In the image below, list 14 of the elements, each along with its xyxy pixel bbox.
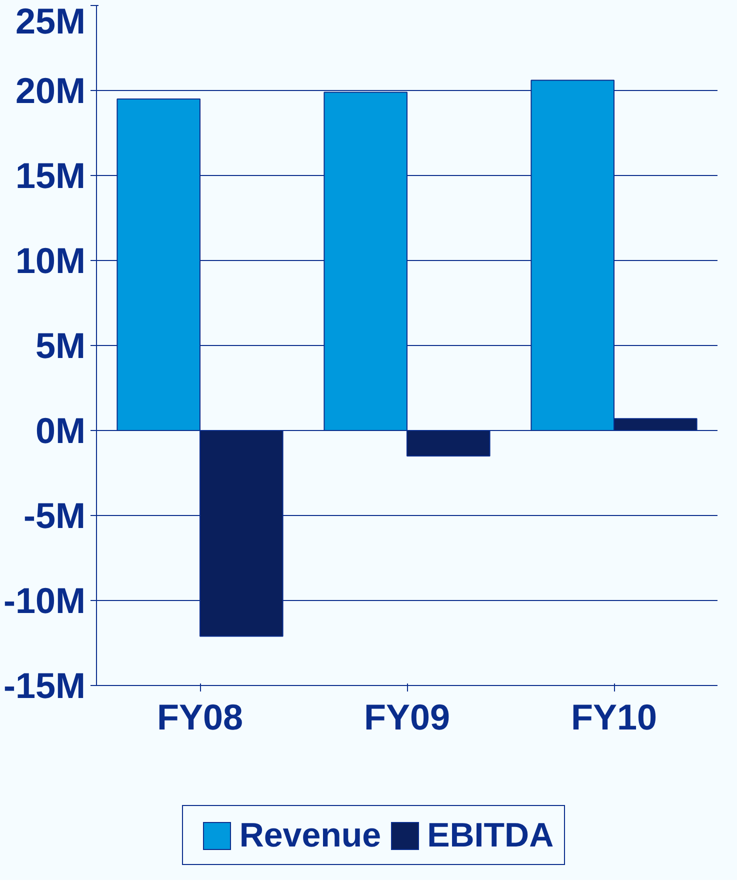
- x-tick-label: FY10: [570, 696, 658, 738]
- y-tick-label: 15M: [15, 155, 86, 196]
- y-tick-label: 25M: [15, 0, 86, 42]
- y-tick-label: 5M: [35, 325, 86, 366]
- y-tick-label: 10M: [15, 240, 86, 281]
- legend-label: Revenue: [239, 816, 382, 855]
- x-tick-label: FY08: [156, 696, 244, 738]
- y-tick-label: 20M: [15, 70, 86, 111]
- x-tick-label: FY09: [364, 696, 450, 738]
- y-tick-label: -5M: [24, 495, 86, 536]
- y-tick-label: -10M: [3, 580, 86, 621]
- y-tick-label: -15M: [3, 665, 86, 706]
- legend-label: EBITDA: [427, 816, 554, 855]
- y-tick-label: 0M: [35, 410, 86, 451]
